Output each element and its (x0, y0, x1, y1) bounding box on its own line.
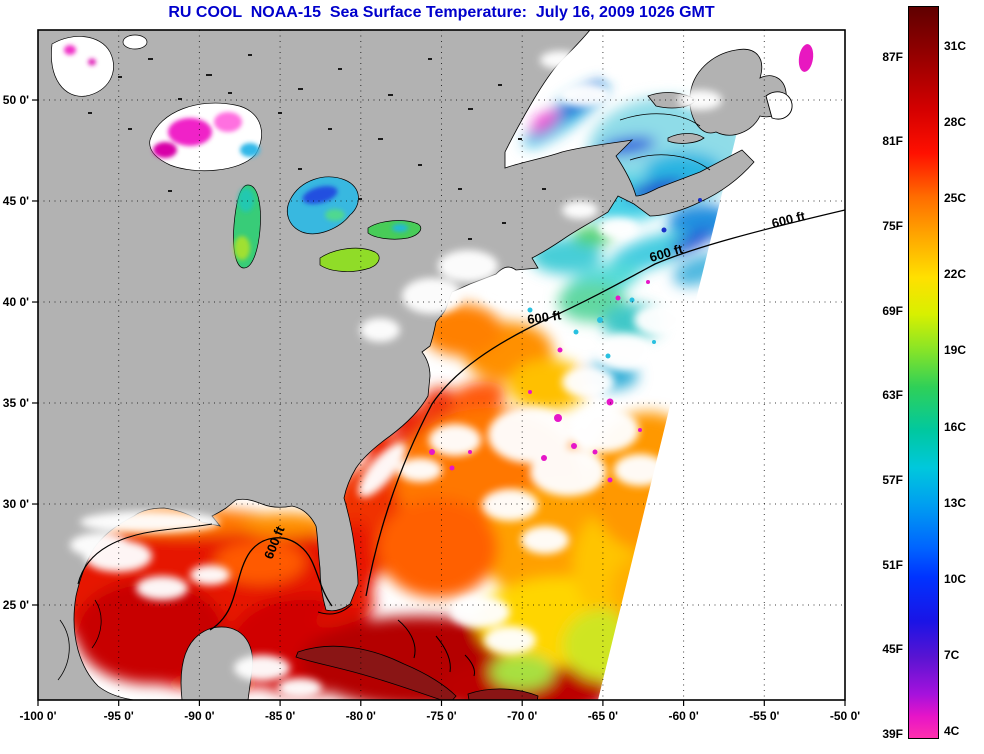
colorbar-c-label: 31C (944, 38, 967, 53)
colorbar-f-label: 75F (882, 219, 903, 234)
depth-contour-label: 600 ft (526, 307, 562, 327)
colorbar-f-label: 45F (882, 642, 903, 657)
y-tick-label: 50 0' (3, 93, 29, 107)
plot-frame (37, 29, 846, 701)
y-tick-label: 35 0' (3, 396, 29, 410)
sst-map: -100 0' -95 0' -90 0' -85 0' -80 0' -75 0' -70… (3, 29, 860, 723)
colorbar-f-label: 63F (882, 388, 903, 403)
y-tick-label: 25 0' (3, 598, 29, 612)
contour-layer (57, 113, 845, 681)
y-tick-label: 45 0' (3, 194, 29, 208)
x-tick-label: -85 0' (265, 709, 295, 723)
x-tick-label: -80 0' (346, 709, 376, 723)
speck-layer (429, 44, 814, 483)
land-layer (38, 30, 787, 700)
bahamas-outline (397, 619, 416, 659)
contour-600ft-gulf (209, 537, 333, 631)
x-tick-label: -60 0' (668, 709, 698, 723)
caribbean-islands (295, 645, 539, 700)
axis-labels: -100 0' -95 0' -90 0' -85 0' -80 0' -75 0' -70… (3, 93, 860, 723)
x-tick-label: -50 0' (830, 709, 860, 723)
colorbar-f-label: 57F (882, 473, 903, 488)
cloud-layer (70, 51, 722, 698)
contour-600ft-eastcoast (365, 209, 845, 597)
swath-no-data-region (598, 30, 845, 700)
colorbar-c-label: 7C (944, 648, 960, 663)
colorbar-c-label: 4C (944, 724, 960, 739)
x-tick-label: -70 0' (507, 709, 537, 723)
colorbar-c-label: 10C (944, 571, 967, 586)
colorbar: 87F 81F 75F 69F 63F 57F 51F 45F 39F 31C 28C 25C 22C… (860, 0, 984, 754)
small-lake (122, 34, 148, 50)
mainland-north-america (38, 30, 755, 700)
newfoundland (689, 48, 787, 136)
avalon-outline (765, 91, 793, 120)
x-tick-label: -55 0' (749, 709, 779, 723)
colorbar-c-label: 28C (944, 114, 967, 129)
florida-keys-outline (317, 603, 353, 615)
lake-detail-layer (64, 45, 408, 260)
x-tick-label: -100 0' (20, 709, 57, 723)
colorbar-c-label: 19C (944, 343, 967, 358)
bahamas-outline-2 (435, 635, 451, 673)
colorbar-c-label: 16C (944, 419, 967, 434)
contour-600ft-westgulf (77, 523, 213, 585)
cuba (295, 645, 457, 700)
colorbar-f-label: 69F (882, 303, 903, 318)
colorbar-f-label: 81F (882, 134, 903, 149)
x-tick-label: -75 0' (426, 709, 456, 723)
small-lakes-specks (88, 54, 546, 240)
colorbar-c-label: 25C (944, 190, 967, 205)
prince-edward-island (667, 133, 705, 144)
colorbar-f-label: 39F (882, 727, 903, 742)
mexico-contour (57, 619, 70, 681)
x-tick-label: -65 0' (588, 709, 618, 723)
colorbar-c-label: 13C (944, 495, 967, 510)
bahamas-outline-3 (464, 654, 475, 677)
y-tick-label: 30 0' (3, 497, 29, 511)
x-tick-label: -95 0' (104, 709, 134, 723)
mexico-contour-2 (91, 599, 102, 649)
contour-gulf-st-lawrence (619, 113, 701, 127)
y-tick-label: 40 0' (3, 295, 29, 309)
contour-gulf-st-lawrence-2 (629, 154, 711, 171)
colorbar-gradient (908, 6, 939, 739)
colorbar-f-label: 51F (882, 557, 903, 572)
lake-erie (319, 247, 380, 272)
colorbar-f-label: 87F (882, 49, 903, 64)
hispaniola (467, 688, 539, 700)
x-tick-label: -90 0' (184, 709, 214, 723)
colorbar-c-label: 22C (944, 267, 967, 282)
figure-title: RU COOL NOAA-15 Sea Surface Temperature:… (168, 4, 715, 21)
